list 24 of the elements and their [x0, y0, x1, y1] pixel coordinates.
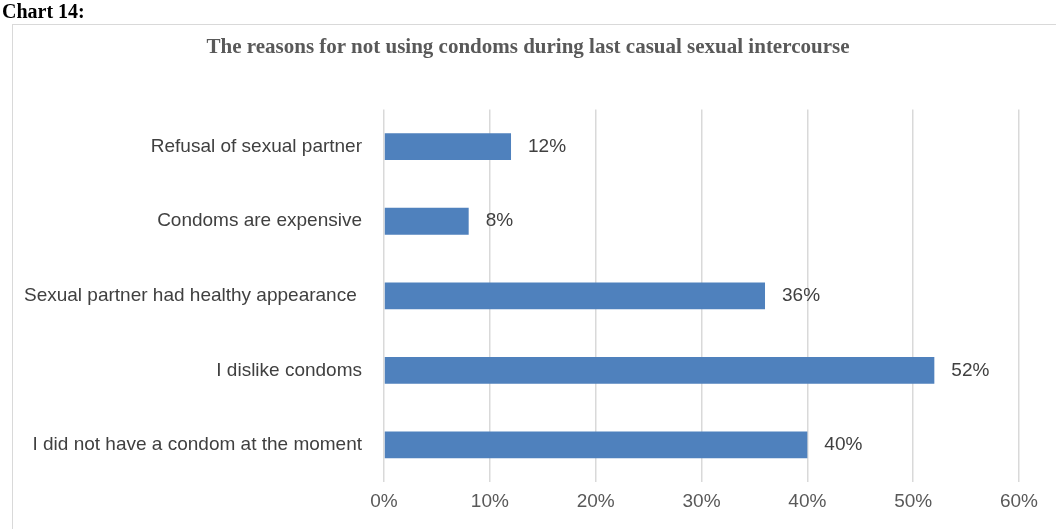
chart-title: The reasons for not using condoms during last casual sexual intercourse	[205, 34, 851, 59]
data-label: 12%	[528, 134, 567, 156]
y-tick-label: I dislike condoms	[216, 358, 363, 380]
data-label: 36%	[782, 284, 821, 306]
data-label: 8%	[485, 209, 514, 231]
data-label: 52%	[951, 358, 990, 380]
bar	[384, 356, 935, 384]
data-label: 40%	[824, 433, 863, 455]
x-tick-label: 60%	[999, 489, 1039, 511]
y-tick-label: Sexual partner had healthy appearance	[23, 284, 363, 306]
x-tick-label: 50%	[894, 489, 933, 511]
bar	[384, 282, 766, 310]
x-tick-label: 20%	[576, 489, 615, 511]
x-tick-label: 30%	[682, 489, 721, 511]
y-tick-label: I did not have a condom at the moment	[32, 433, 363, 455]
caption: Chart 14:	[2, 0, 85, 22]
x-tick-label: 0%	[370, 489, 398, 511]
y-tick-label: Refusal of sexual partner	[150, 134, 363, 156]
bar	[384, 133, 512, 161]
bar	[384, 207, 469, 235]
bar	[384, 431, 808, 459]
x-tick-label: 10%	[470, 489, 509, 511]
x-tick-label: 40%	[788, 489, 827, 511]
y-tick-label: Condoms are expensive	[157, 209, 363, 231]
